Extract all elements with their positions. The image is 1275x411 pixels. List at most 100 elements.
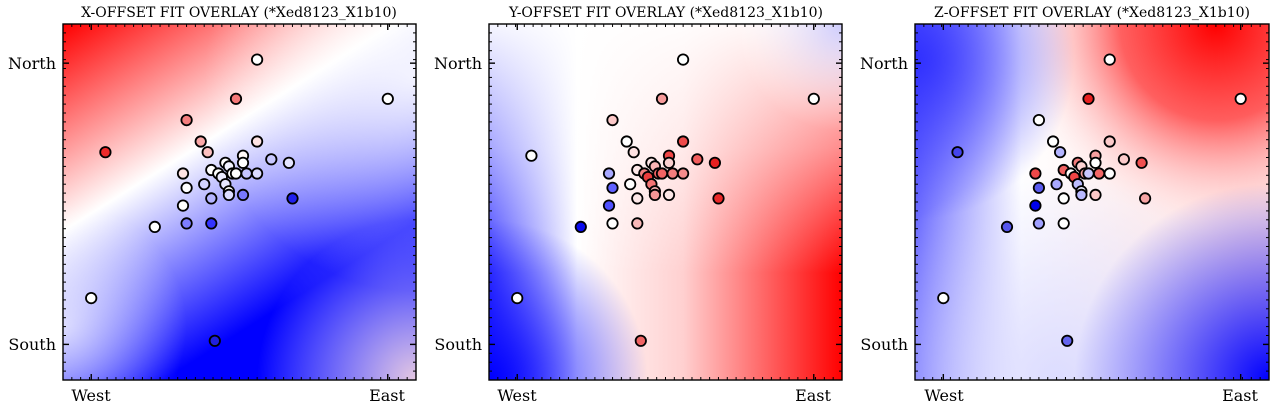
data-point-17 (229, 167, 243, 180)
data-point-29 (286, 192, 299, 205)
data-point-9 (282, 156, 295, 169)
data-point-6 (251, 135, 264, 148)
data-point-0 (525, 149, 538, 162)
data-point-3 (180, 114, 193, 127)
y-tick-label-north: North (434, 54, 482, 73)
data-point-27 (662, 188, 676, 201)
data-point-21 (624, 178, 637, 191)
data-point-18 (666, 167, 679, 180)
data-point-19 (1103, 167, 1116, 180)
data-point-30 (148, 220, 161, 233)
data-point-0 (99, 146, 112, 159)
data-point-1 (251, 53, 264, 66)
data-point-1 (1103, 53, 1116, 66)
data-point-8 (1117, 153, 1131, 166)
axis-ticks (489, 24, 842, 380)
data-point-27 (236, 188, 250, 201)
chart-title: Z-OFFSET FIT OVERLAY (*Xed8123_X1b10) (934, 5, 1250, 21)
data-point-18 (1093, 167, 1106, 180)
data-point-5 (627, 146, 640, 159)
data-point-25 (205, 192, 218, 205)
x-tick-label-west: West (497, 386, 537, 405)
x-offset-panel: X-OFFSET FIT OVERLAY (*Xed8123_X1b10) No… (8, 5, 417, 405)
plot-background (63, 24, 416, 380)
data-point-29 (712, 192, 725, 205)
data-point-4 (1047, 135, 1060, 148)
data-point-4 (194, 135, 207, 148)
data-point-27 (1089, 188, 1102, 201)
z-offset-panel: Z-OFFSET FIT OVERLAY (*Xed8123_X1b10) No… (860, 5, 1270, 405)
data-point-9 (1135, 156, 1148, 169)
data-point-31 (1032, 217, 1046, 230)
data-point-29 (1139, 192, 1152, 205)
data-point-23 (180, 181, 193, 194)
data-point-6 (1103, 135, 1116, 148)
data-point-2 (1082, 92, 1095, 105)
data-point-33 (381, 92, 394, 105)
data-point-34 (937, 291, 950, 305)
data-point-0 (951, 146, 964, 159)
y-tick-label-south: South (8, 335, 56, 354)
data-point-8 (691, 153, 704, 166)
y-tick-label-north: North (860, 54, 908, 73)
data-point-35 (1061, 334, 1074, 347)
data-point-35 (634, 334, 647, 347)
y-tick-label-south: South (434, 335, 482, 354)
data-point-32 (631, 217, 644, 230)
data-point-20 (1029, 167, 1042, 180)
y-tick-label-south: South (860, 335, 908, 354)
data-points (937, 53, 1247, 347)
data-points (85, 53, 394, 347)
data-point-32 (1057, 217, 1070, 230)
data-point-28 (602, 199, 616, 212)
data-point-12 (662, 156, 676, 169)
data-point-33 (1234, 92, 1247, 105)
data-point-28 (1029, 199, 1042, 212)
data-point-18 (240, 167, 253, 180)
data-point-34 (511, 291, 524, 305)
axis-ticks (63, 24, 416, 380)
plot-background (915, 24, 1269, 380)
data-point-1 (676, 53, 690, 66)
chart-title: Y-OFFSET FIT OVERLAY (*Xed8123_X1b10) (508, 5, 823, 21)
data-point-32 (205, 217, 218, 230)
data-point-21 (198, 178, 211, 191)
y-tick-label-north: North (8, 54, 56, 73)
x-tick-label-west: West (924, 386, 964, 405)
data-point-5 (1054, 146, 1067, 159)
chart-title: X-OFFSET FIT OVERLAY (*Xed8123_X1b10) (81, 5, 397, 21)
data-point-25 (1057, 192, 1070, 205)
data-point-31 (180, 217, 193, 230)
y-offset-panel: Y-OFFSET FIT OVERLAY (*Xed8123_X1b10) No… (434, 5, 843, 405)
data-point-2 (655, 92, 669, 105)
data-point-3 (1032, 114, 1046, 127)
x-tick-label-east: East (369, 386, 405, 405)
x-tick-label-east: East (1222, 386, 1258, 405)
data-point-30 (574, 220, 587, 233)
data-point-23 (606, 181, 619, 194)
plot-background (489, 24, 842, 380)
data-point-34 (85, 291, 98, 305)
data-point-23 (1032, 181, 1046, 194)
data-point-20 (176, 167, 190, 180)
data-point-6 (676, 135, 690, 148)
data-point-21 (1050, 178, 1063, 191)
x-tick-label-west: West (71, 386, 111, 405)
x-tick-label-east: East (795, 386, 831, 405)
data-point-9 (708, 156, 722, 169)
data-point-19 (676, 167, 690, 180)
data-point-35 (208, 334, 221, 347)
axis-ticks (915, 24, 1269, 380)
data-point-33 (807, 92, 820, 105)
data-point-31 (606, 217, 619, 230)
data-point-28 (176, 199, 190, 212)
data-point-26 (648, 188, 662, 201)
data-point-3 (606, 114, 619, 127)
data-point-30 (1000, 220, 1014, 233)
data-point-25 (631, 192, 644, 205)
data-point-12 (236, 156, 250, 169)
data-point-17 (655, 167, 669, 180)
data-point-19 (251, 167, 264, 180)
data-point-4 (620, 135, 633, 148)
